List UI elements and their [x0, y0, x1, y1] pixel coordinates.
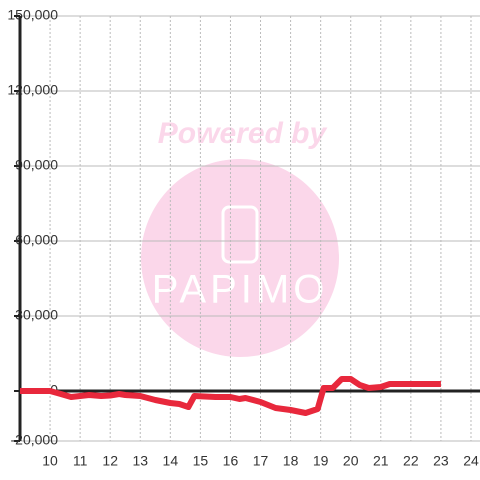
x-tick-label: 10: [42, 453, 58, 469]
x-tick-label: 11: [73, 453, 88, 469]
x-tick-label: 16: [223, 453, 239, 469]
watermark-logo: PAPIMO: [152, 268, 329, 312]
x-tick-label: 13: [132, 453, 148, 469]
x-tick-label: 20: [343, 453, 359, 469]
y-tick-label: 60,000: [15, 232, 58, 248]
x-tick-label: 18: [283, 453, 299, 469]
x-tick-label: 23: [433, 453, 449, 469]
y-tick-label: -20,000: [11, 432, 59, 448]
x-tick-label: 22: [403, 453, 419, 469]
x-tick-label: 19: [313, 453, 329, 469]
series-line: [20, 376, 441, 416]
watermark-phone: [221, 205, 259, 264]
x-tick-label: 17: [253, 453, 269, 469]
x-tick-label: 15: [193, 453, 209, 469]
y-tick-label: 120,000: [7, 82, 58, 98]
x-tick-label: 12: [102, 453, 118, 469]
watermark: Powered by PAPIMO: [141, 117, 339, 357]
y-tick-label: 150,000: [7, 7, 58, 23]
watermark-circle: [141, 159, 339, 357]
x-tick-label: 24: [463, 453, 479, 469]
x-tick-label: 14: [163, 453, 179, 469]
watermark-text: Powered by: [158, 117, 328, 150]
y-tick-label: 90,000: [15, 157, 58, 173]
y-tick-label: 30,000: [15, 307, 58, 323]
x-tick-label: 21: [373, 453, 389, 469]
